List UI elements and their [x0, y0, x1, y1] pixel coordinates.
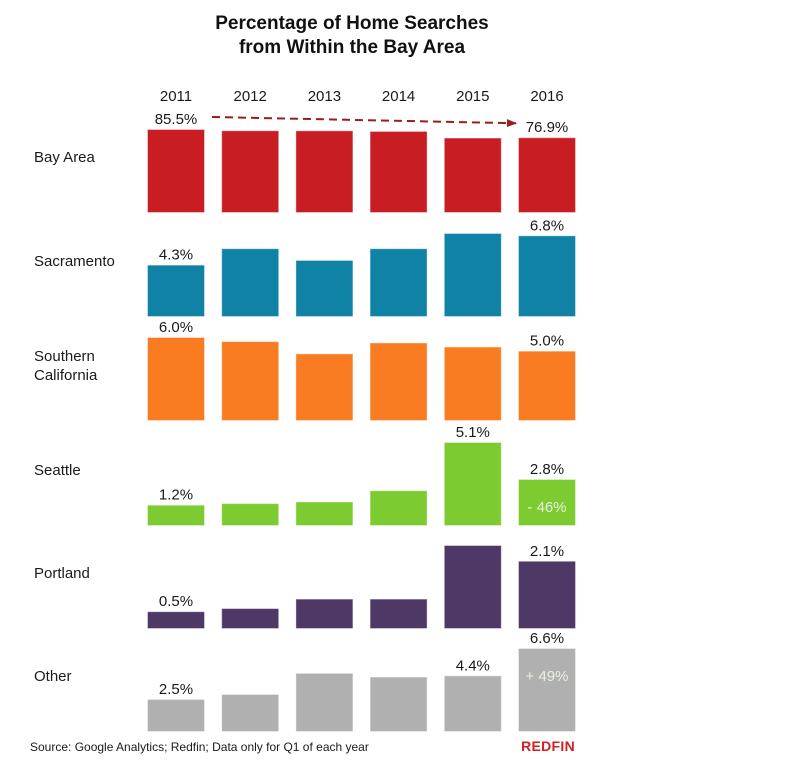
year-label-2014: 2014 [382, 88, 415, 105]
bar-2012 [221, 130, 279, 213]
bar-2012 [221, 248, 279, 317]
data-label: 2.8% [530, 461, 564, 478]
data-label: 85.5% [155, 111, 198, 128]
data-label: 76.9% [526, 119, 569, 136]
bar-2012 [221, 694, 279, 732]
row-bay-area: Bay Area 85.5% 76.9% [34, 111, 576, 213]
row-label: Seattle [34, 462, 81, 479]
year-label-2015: 2015 [456, 88, 489, 105]
data-label: 6.8% [530, 217, 564, 234]
row-label: Other [34, 668, 72, 685]
row-label: Bay Area [34, 149, 96, 166]
bar-2014 [370, 490, 428, 526]
year-label-2016: 2016 [530, 88, 563, 105]
bar-2014 [370, 131, 428, 213]
redfin-logo: REDFIN [521, 738, 575, 754]
data-label: 1.2% [159, 487, 193, 504]
bar-2015 [444, 138, 502, 213]
chart-title-line-2: from Within the Bay Area [239, 37, 466, 58]
bar-2016 [518, 479, 576, 526]
data-label: 0.5% [159, 593, 193, 610]
year-label-2011: 2011 [160, 88, 192, 105]
bar-2014 [370, 677, 428, 732]
data-label: 2.1% [530, 543, 564, 560]
data-label: 6.6% [530, 630, 564, 647]
bar-2011 [147, 699, 205, 732]
row-other: Other 2.5% 4.4% 6.6% + 49% [34, 630, 576, 732]
change-label: - 46% [527, 499, 566, 516]
bar-2011 [147, 611, 205, 629]
bar-2015 [444, 347, 502, 421]
bar-2014 [370, 342, 428, 421]
bar-2016 [518, 137, 576, 213]
bar-2016 [518, 561, 576, 629]
trend-arrow [211, 116, 517, 128]
bar-2013 [295, 673, 353, 732]
bar-2016 [518, 351, 576, 421]
row-seattle: Seattle 1.2% 5.1% 2.8% - 46% [34, 424, 576, 526]
annotations [211, 116, 517, 128]
bar-2013 [295, 130, 353, 213]
data-label: 2.5% [159, 681, 193, 698]
bar-2016 [518, 648, 576, 732]
bar-2015 [444, 675, 502, 732]
row-label: California [34, 367, 98, 384]
bar-2011 [147, 505, 205, 526]
bar-2011 [147, 129, 205, 213]
bar-2013 [295, 599, 353, 629]
bar-2014 [370, 599, 428, 629]
row-label: Portland [34, 565, 90, 582]
bar-2011 [147, 337, 205, 421]
data-label: 5.0% [530, 333, 564, 350]
year-label-2012: 2012 [234, 88, 267, 105]
data-label: 4.3% [159, 247, 193, 264]
bar-2013 [295, 501, 353, 526]
bar-2013 [295, 260, 353, 317]
data-label: 5.1% [456, 424, 490, 441]
row-portland: Portland 0.5% 2.1% [34, 543, 576, 629]
bar-2015 [444, 233, 502, 317]
bar-2012 [221, 341, 279, 421]
year-axis: 2011 2012 2013 2014 2015 2016 [160, 88, 564, 105]
row-label: Southern [34, 348, 95, 365]
bar-2012 [221, 503, 279, 526]
source-note: Source: Google Analytics; Redfin; Data o… [30, 740, 369, 754]
bar-2013 [295, 353, 353, 421]
row-label: Sacramento [34, 253, 115, 270]
small-multiples-rows: Bay Area 85.5% 76.9% Sacramento 4.3% 6.8% Sout… [34, 111, 576, 732]
data-label: 4.4% [456, 657, 490, 674]
change-label: + 49% [526, 668, 569, 685]
bar-2011 [147, 265, 205, 317]
bar-2016 [518, 235, 576, 317]
row-sacramento: Sacramento 4.3% 6.8% [34, 217, 576, 317]
bar-2015 [444, 442, 502, 526]
chart-title-line-1: Percentage of Home Searches [215, 13, 489, 34]
bar-2012 [221, 608, 279, 629]
data-label: 6.0% [159, 319, 193, 336]
row-southern-california: Southern California 6.0% 5.0% [34, 319, 576, 421]
bar-2014 [370, 248, 428, 317]
bar-2015 [444, 545, 502, 629]
year-label-2013: 2013 [308, 88, 341, 105]
